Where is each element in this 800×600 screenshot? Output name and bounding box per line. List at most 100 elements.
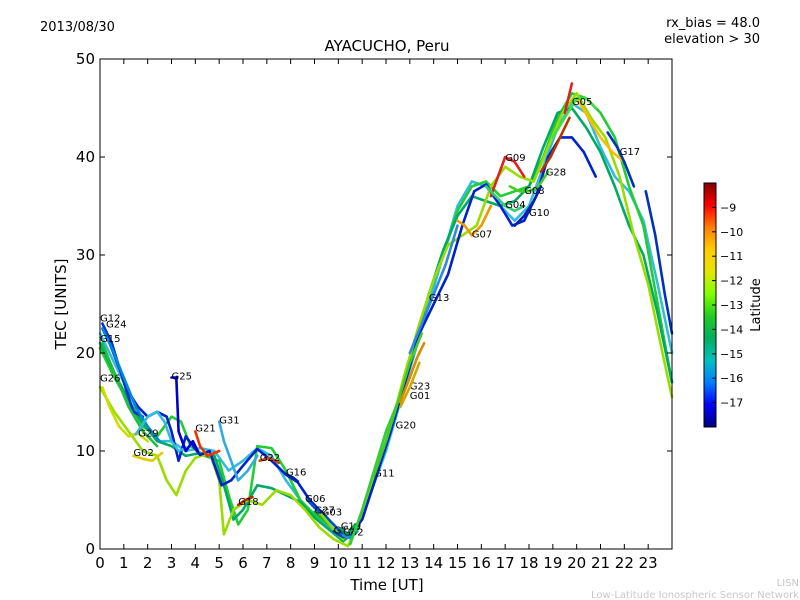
series-line-g22 bbox=[258, 456, 281, 465]
x-tick-label-0: 0 bbox=[95, 554, 105, 572]
series-line-g01 bbox=[399, 361, 421, 409]
series-label-g11: G11 bbox=[374, 469, 394, 480]
series-label-g05: G05 bbox=[572, 97, 592, 108]
tec-curve-7 bbox=[575, 96, 626, 164]
x-tick-label-2: 2 bbox=[143, 554, 153, 572]
x-tick-label-5: 5 bbox=[214, 554, 224, 572]
series-label-g07: G07 bbox=[472, 229, 492, 240]
series-label-g12: G12 bbox=[100, 314, 120, 325]
y-axis-label: TEC [UNITS] bbox=[52, 259, 70, 351]
date-label: 2013/08/30 bbox=[40, 20, 115, 35]
series-line-g07 bbox=[456, 204, 493, 237]
series-line-g08 bbox=[508, 170, 550, 193]
series-line-g29 bbox=[134, 410, 192, 453]
x-tick-label-13: 13 bbox=[400, 554, 419, 572]
series-label-g18: G18 bbox=[238, 497, 258, 508]
x-tick-label-23: 23 bbox=[639, 554, 658, 572]
series-label-g24: G24 bbox=[106, 320, 126, 331]
series-line-g18 bbox=[236, 495, 254, 507]
series-line-g31 bbox=[217, 420, 259, 482]
x-tick-label-21: 21 bbox=[591, 554, 610, 572]
series-line-g11 bbox=[349, 400, 400, 546]
series-line-g25 bbox=[170, 376, 199, 453]
chart-title: AYACUCHO, Peru bbox=[324, 37, 449, 55]
y-tick-label-30: 30 bbox=[76, 246, 95, 264]
y-tick-label-40: 40 bbox=[76, 148, 95, 166]
series-label-g28: G28 bbox=[546, 168, 566, 179]
x-tick-label-11: 11 bbox=[353, 554, 372, 572]
series-line-g28 bbox=[539, 116, 571, 173]
series-label-g10: G10 bbox=[529, 208, 549, 219]
series-label-g26: G26 bbox=[100, 373, 120, 384]
series-label-g15: G15 bbox=[100, 334, 120, 345]
x-tick-label-3: 3 bbox=[167, 554, 177, 572]
colorbar-tick-label--12: −12 bbox=[720, 275, 743, 288]
series-line-g19 bbox=[339, 523, 357, 537]
series-label-g29: G29 bbox=[138, 428, 158, 439]
colorbar-tick-label--11: −11 bbox=[720, 250, 743, 263]
tec-curve-4 bbox=[98, 92, 674, 548]
colorbar-tick-label--13: −13 bbox=[720, 299, 743, 312]
series-line-g05 bbox=[551, 96, 597, 139]
series-line-g21 bbox=[194, 430, 221, 458]
colorbar-tick-label--14: −14 bbox=[720, 323, 743, 336]
series-label-g09: G09 bbox=[505, 153, 525, 164]
colorbar-tick-label--16: −16 bbox=[720, 372, 743, 385]
series-line-g20 bbox=[372, 332, 424, 477]
colorbar-tick-label--10: −10 bbox=[720, 226, 743, 239]
series-label-g01: G01 bbox=[410, 391, 430, 402]
series-label-g16: G16 bbox=[286, 468, 306, 479]
x-tick-label-14: 14 bbox=[424, 554, 443, 572]
x-tick-label-15: 15 bbox=[448, 554, 467, 572]
x-tick-label-1: 1 bbox=[119, 554, 129, 572]
x-tick-label-6: 6 bbox=[238, 554, 248, 572]
footer-lisn: LISN bbox=[777, 578, 799, 589]
colorbar-tick-label--17: −17 bbox=[720, 397, 743, 410]
series-line-g15 bbox=[101, 341, 159, 448]
x-tick-label-18: 18 bbox=[519, 554, 538, 572]
colorbar-tick-label--15: −15 bbox=[720, 348, 743, 361]
tec-curve-5 bbox=[101, 136, 597, 536]
series-line-g23 bbox=[399, 341, 426, 404]
series-label-g08: G08 bbox=[524, 186, 544, 197]
series-label-g23: G23 bbox=[410, 381, 430, 392]
tec-curve-9 bbox=[563, 82, 574, 115]
x-tick-label-8: 8 bbox=[286, 554, 296, 572]
x-tick-label-17: 17 bbox=[496, 554, 515, 572]
x-tick-label-19: 19 bbox=[543, 554, 562, 572]
x-tick-label-22: 22 bbox=[615, 554, 634, 572]
x-tick-label-12: 12 bbox=[376, 554, 395, 572]
x-tick-label-7: 7 bbox=[262, 554, 272, 572]
x-tick-label-10: 10 bbox=[329, 554, 348, 572]
series-line-g09 bbox=[489, 155, 526, 198]
colorbar-label: Latitude bbox=[749, 278, 764, 332]
colorbar: −9 −10 −11 −12 −13 −14 −15 −16 −17 bbox=[703, 182, 743, 428]
x-tick-label-20: 20 bbox=[567, 554, 586, 572]
x-axis-label: Time [UT] bbox=[349, 576, 423, 594]
series-label-g21: G21 bbox=[195, 423, 215, 434]
series-line-g13 bbox=[408, 224, 459, 355]
series-line-g24 bbox=[101, 327, 161, 443]
series-line-g17 bbox=[606, 131, 636, 188]
series-label-g31: G31 bbox=[219, 416, 239, 427]
footer-network: Low-Latitude Ionospheric Sensor Network bbox=[591, 590, 799, 600]
x-tick-label-9: 9 bbox=[310, 554, 320, 572]
series-label-g25: G25 bbox=[172, 372, 192, 383]
tec-curve-8 bbox=[644, 190, 674, 335]
series-label-g17: G17 bbox=[620, 147, 640, 158]
series-label-g22: G22 bbox=[260, 453, 280, 464]
y-tick-label-50: 50 bbox=[76, 50, 95, 68]
y-tick-label-10: 10 bbox=[76, 442, 95, 460]
series-label-g03: G03 bbox=[322, 508, 342, 519]
series-label-g04: G04 bbox=[505, 200, 525, 211]
series-label-g19: G19 bbox=[341, 521, 361, 532]
x-tick-label-16: 16 bbox=[472, 554, 491, 572]
colorbar-tick-label--9: −9 bbox=[720, 201, 736, 214]
elevation-label: elevation > 30 bbox=[664, 32, 760, 47]
series-label-g02: G02 bbox=[133, 448, 153, 459]
rx-bias-label: rx_bias = 48.0 bbox=[666, 16, 760, 31]
y-tick-label-20: 20 bbox=[76, 344, 95, 362]
series-line-g04 bbox=[484, 185, 526, 213]
series-line-g16 bbox=[284, 473, 300, 483]
